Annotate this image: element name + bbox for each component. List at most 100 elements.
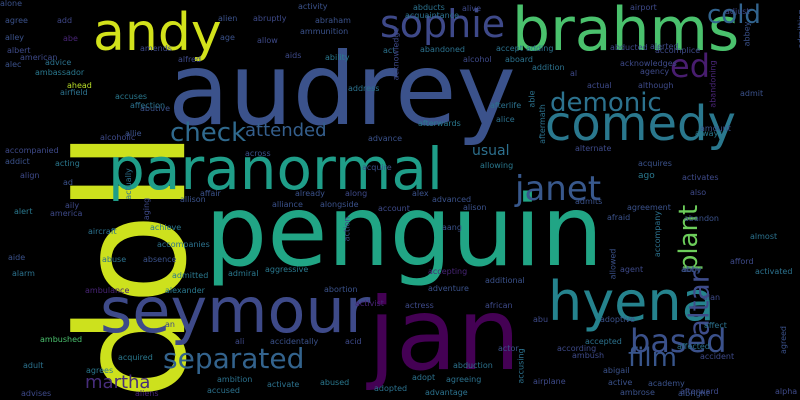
word-cloud-word: alan xyxy=(703,293,721,302)
word-cloud-word: al xyxy=(570,69,578,78)
word-cloud-word: act xyxy=(383,46,396,55)
word-cloud-word: aging xyxy=(142,197,152,221)
word-cloud-word: advises xyxy=(21,389,52,398)
word-cloud-word: addition xyxy=(532,63,565,72)
word-cloud-word: ago xyxy=(638,171,655,181)
word-cloud-word: affair xyxy=(200,189,221,198)
word-cloud-word: alongside xyxy=(320,200,359,209)
word-cloud-word: audrey xyxy=(168,31,516,148)
word-cloud-word: airfield xyxy=(60,88,88,97)
word-cloud-word: alternate xyxy=(575,144,612,153)
word-cloud-word: accused xyxy=(207,386,240,395)
word-cloud-word: aliens xyxy=(135,389,159,398)
word-cloud-word: aftermath xyxy=(537,104,547,144)
word-cloud-word: abutive xyxy=(140,104,171,113)
word-cloud-word: afterward xyxy=(680,387,719,396)
word-cloud-word: comedy xyxy=(545,96,736,152)
word-cloud-word: advanced xyxy=(432,195,472,204)
word-cloud-word: abducted xyxy=(610,43,648,52)
word-cloud-word: accident xyxy=(700,352,735,361)
word-cloud-word: add xyxy=(57,16,73,25)
word-cloud-word: across xyxy=(245,149,271,158)
word-cloud-word: ahead xyxy=(67,81,92,90)
word-cloud-word: accompany xyxy=(653,210,663,258)
word-cloud-word: abigail xyxy=(603,366,630,375)
word-cloud-word: based xyxy=(630,322,727,360)
word-cloud-word: ambassador xyxy=(35,68,85,77)
word-cloud-word: alerted xyxy=(650,42,679,51)
word-cloud-word: addict xyxy=(5,157,30,166)
word-cloud-word: acknowledge xyxy=(391,27,401,81)
word-cloud-word: acting xyxy=(55,159,80,168)
word-cloud-word: action xyxy=(342,216,352,242)
word-cloud-word: ambushed xyxy=(40,335,83,344)
word-cloud-word: amends xyxy=(140,44,172,53)
word-cloud-word: ambition xyxy=(217,375,253,384)
word-cloud-word: acknowledges xyxy=(620,59,677,68)
word-cloud-word: activates xyxy=(682,173,719,182)
word-cloud-word: allison xyxy=(180,195,206,204)
word-cloud-word: admiral xyxy=(228,269,259,278)
word-cloud-word: agency xyxy=(640,67,670,76)
word-cloud-word: already xyxy=(295,189,325,198)
word-cloud-word: janet xyxy=(515,169,602,209)
word-cloud-word: abruptly xyxy=(253,14,287,23)
word-cloud-word: aide xyxy=(8,253,26,262)
word-cloud-word: check xyxy=(170,118,247,148)
word-cloud-word: an xyxy=(165,320,175,329)
word-cloud-word: cold xyxy=(707,0,761,30)
word-cloud-word: account xyxy=(378,204,410,213)
word-cloud-word: acquire xyxy=(362,163,392,172)
word-cloud-word: alive xyxy=(462,4,482,13)
word-cloud-word: almost xyxy=(750,232,778,241)
word-cloud-word: demonic xyxy=(550,88,662,118)
word-cloud-word: affected xyxy=(677,342,710,351)
word-cloud-word: alex xyxy=(412,189,429,198)
word-cloud-word: accomplice xyxy=(655,46,701,55)
word-cloud-word: accompanied xyxy=(5,146,59,155)
word-cloud-word: alarm xyxy=(12,269,35,278)
word-cloud-word: separated xyxy=(163,342,305,375)
word-cloud-word: alien xyxy=(218,14,238,23)
word-cloud-word: aily xyxy=(65,201,80,210)
word-cloud-word: afterwards xyxy=(418,119,461,128)
word-cloud-word: actual xyxy=(587,81,612,90)
word-cloud-word: advantage xyxy=(425,388,468,397)
word-cloud-word: age xyxy=(220,33,235,42)
word-cloud-word: alfred xyxy=(178,55,202,64)
word-cloud-word: although xyxy=(638,81,674,90)
word-cloud-word: airport xyxy=(630,3,657,12)
word-cloud-word: accept xyxy=(496,44,523,53)
word-cloud-word: abraham xyxy=(315,16,351,25)
word-cloud-word: abu xyxy=(533,315,549,324)
word-cloud-word: attended xyxy=(245,120,327,141)
word-cloud-word: alpha xyxy=(775,387,798,396)
word-cloud-word: aboard xyxy=(505,55,534,64)
word-cloud-word: penguin xyxy=(205,175,604,289)
word-cloud-word: abbey xyxy=(742,21,752,47)
word-cloud-word: paranormal xyxy=(108,135,443,203)
word-cloud-word: alcoholic xyxy=(100,133,136,142)
word-cloud-word: american xyxy=(20,53,58,62)
word-cloud-word: seymour xyxy=(100,274,371,347)
word-cloud-word: admits xyxy=(575,197,603,206)
word-cloud-word: affect xyxy=(704,321,727,330)
word-cloud-word: according xyxy=(557,344,597,353)
word-cloud-word: advance xyxy=(368,134,403,143)
word-cloud-word: advice xyxy=(45,58,72,67)
word-cloud-word: aircraft xyxy=(88,227,117,236)
word-cloud-word: actually xyxy=(123,168,133,200)
word-cloud-word: activity xyxy=(298,2,328,11)
word-cloud-word: agreement xyxy=(627,203,671,212)
word-cloud-word: accusing xyxy=(516,348,526,384)
word-cloud-word: alec xyxy=(5,60,22,69)
word-cloud-word: ad xyxy=(63,178,73,187)
word-cloud-word: alison xyxy=(463,203,487,212)
word-cloud-word: alert xyxy=(14,207,33,216)
word-cloud-word: achieve xyxy=(150,223,182,232)
word-cloud-word: acid xyxy=(345,337,362,346)
word-cloud-word: film xyxy=(628,343,677,373)
word-cloud-word: allow xyxy=(257,36,278,45)
word-cloud-word: activist xyxy=(355,299,384,308)
word-cloud-word: actress xyxy=(405,301,434,310)
